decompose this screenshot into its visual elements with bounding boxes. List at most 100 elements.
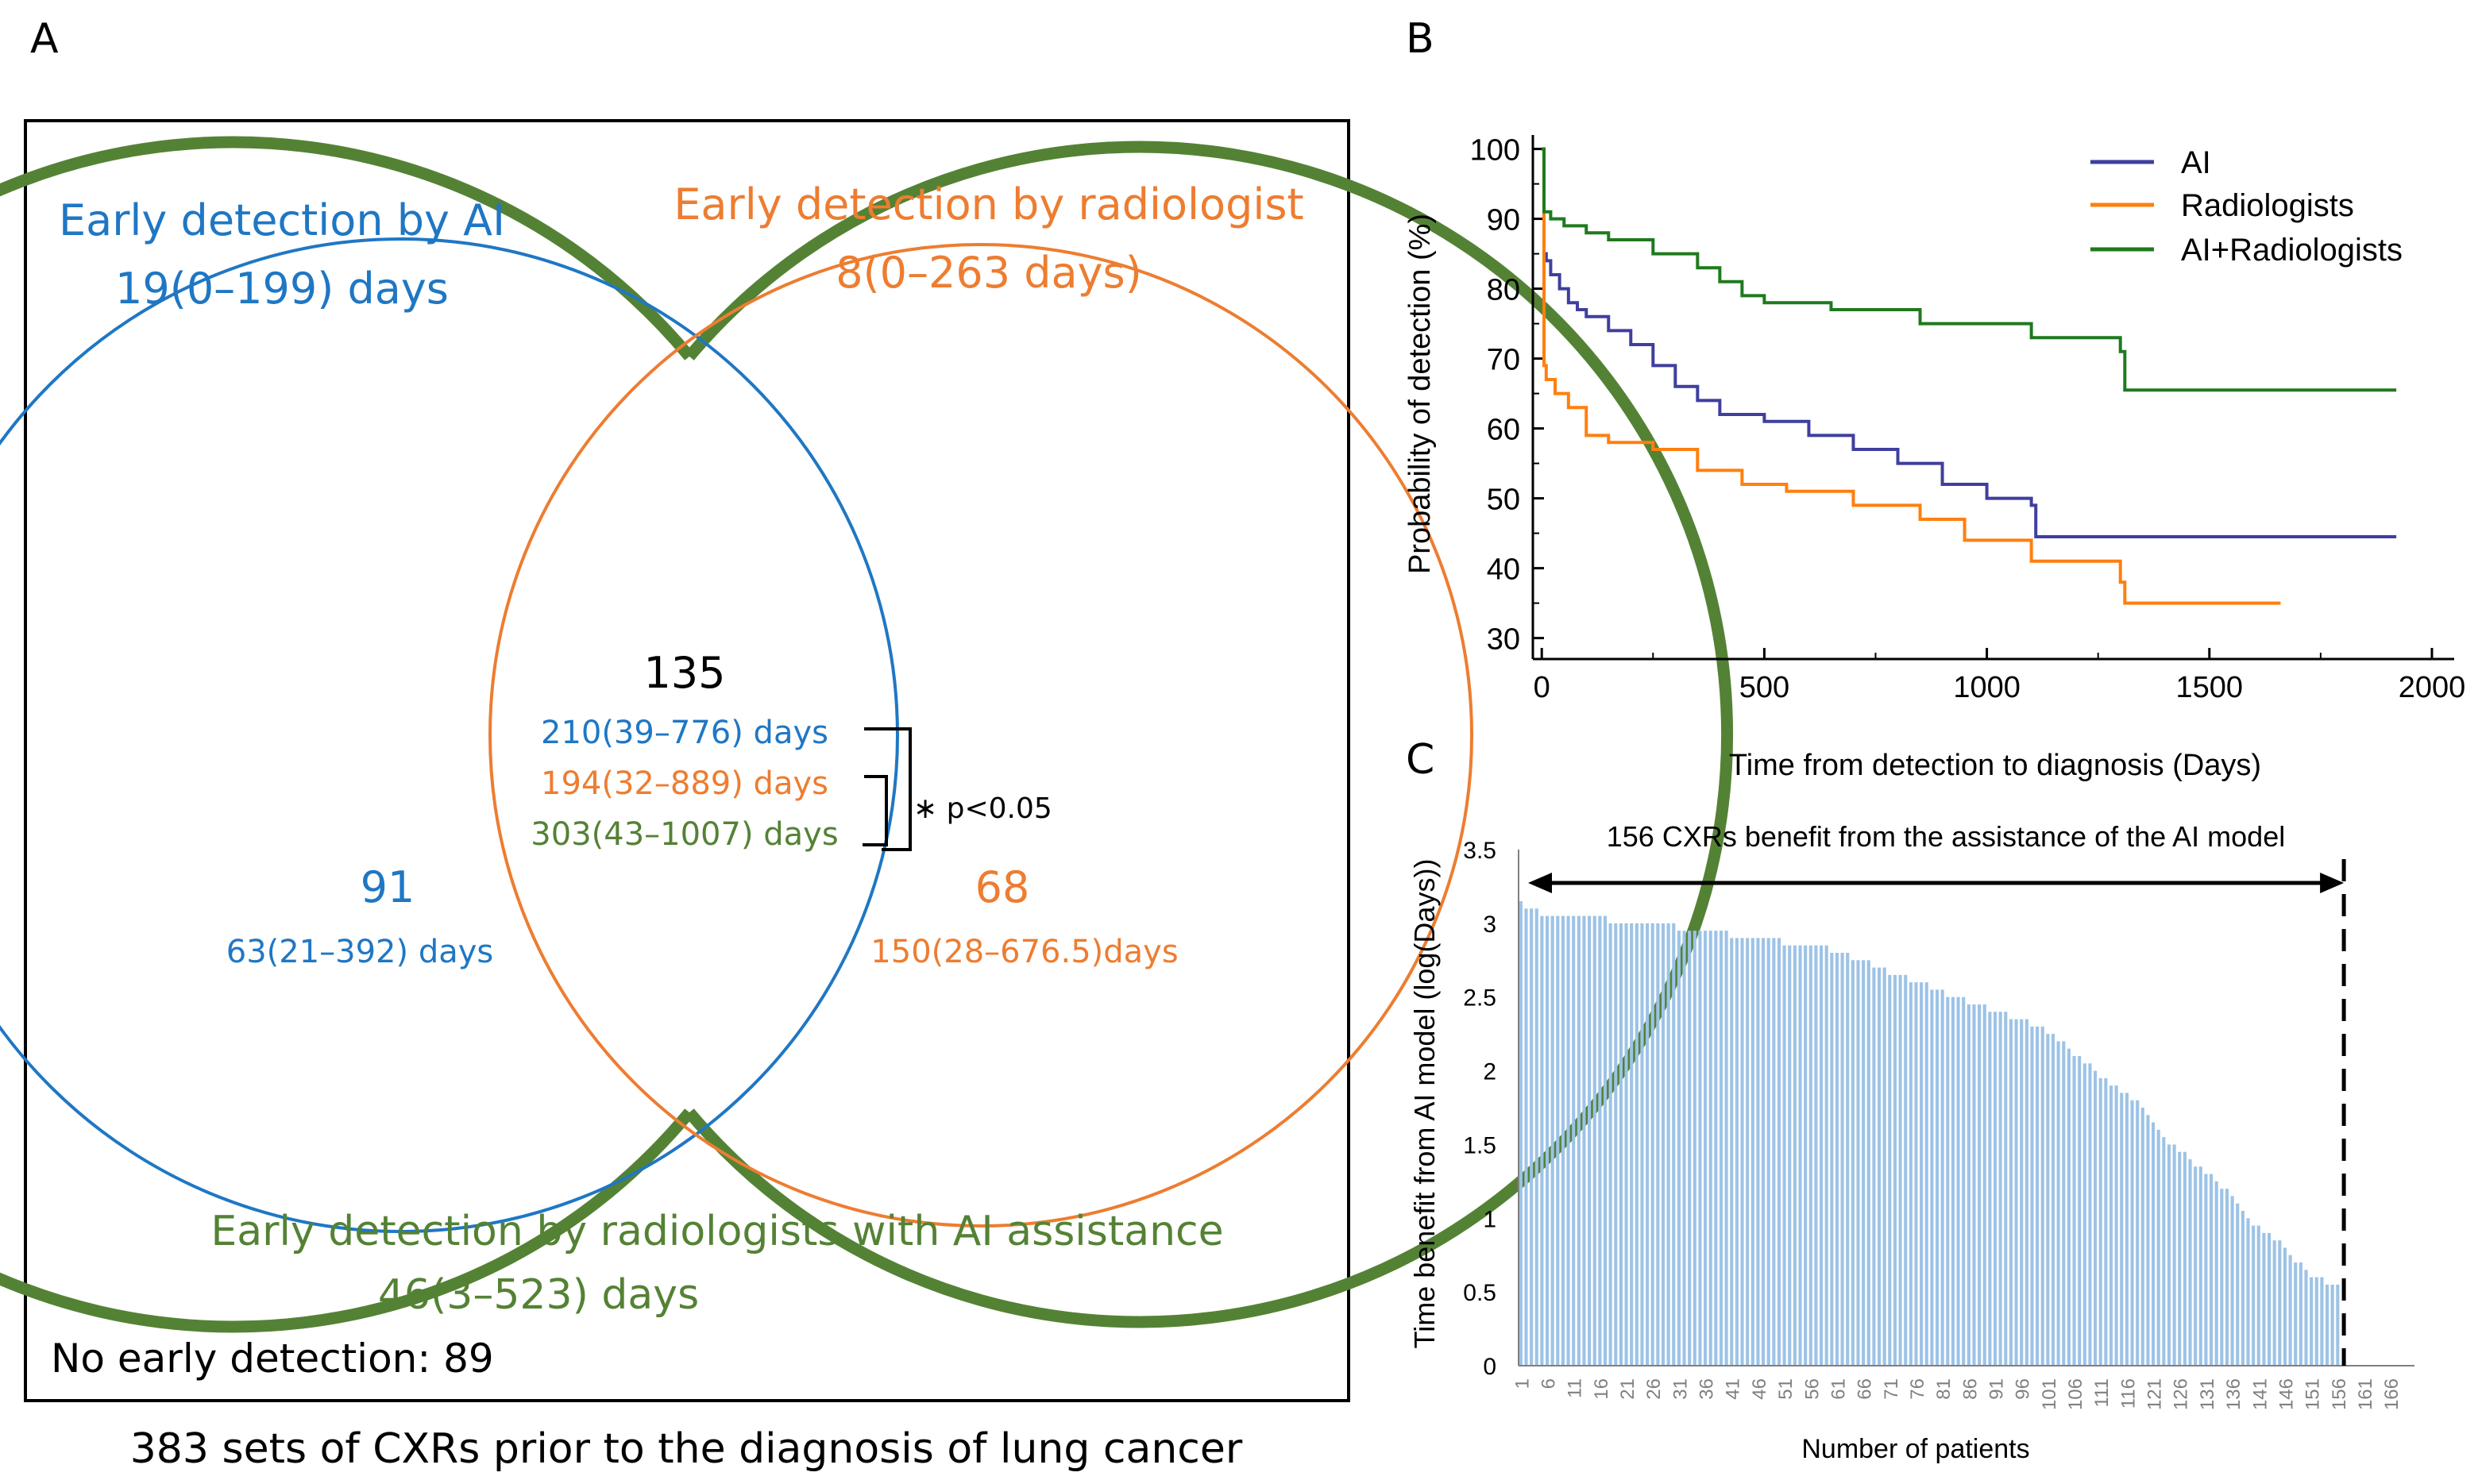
bar-x-tick-label: 141 (2249, 1378, 2271, 1410)
legend-label-ai: AI (2181, 145, 2211, 180)
venn-caption: 383 sets of CXRs prior to the diagnosis … (130, 1425, 1243, 1473)
benefit-bar (2330, 1284, 2334, 1366)
benefit-bar (1688, 931, 1692, 1366)
arrowhead-left-icon (1528, 873, 1552, 893)
km-y-axis-title: Probability of detection (%) (1403, 214, 1437, 574)
bar-x-tick-label: 81 (1933, 1378, 1955, 1400)
bar-x-tick-label: 116 (2117, 1378, 2139, 1409)
benefit-bar (2314, 1277, 2318, 1366)
benefit-bar (2051, 1034, 2055, 1366)
benefit-bar (2230, 1196, 2234, 1366)
bar-x-tick-label: 121 (2144, 1378, 2166, 1410)
benefit-bar (2162, 1137, 2166, 1366)
km-curve-ai (1542, 147, 2397, 538)
km-x-tick-label: 2000 (2399, 671, 2466, 704)
bar-x-tick-label: 66 (1855, 1378, 1876, 1400)
km-y-tick-label: 60 (1487, 414, 1520, 447)
benefit-bar (1962, 996, 1966, 1366)
benefit-bar (1762, 938, 1766, 1366)
benefit-bar (1646, 923, 1650, 1366)
bar-x-tick-label: 1 (1511, 1378, 1533, 1389)
benefit-bar (1608, 923, 1612, 1366)
km-y-tick-label: 40 (1487, 553, 1520, 587)
benefit-bar (1714, 931, 1718, 1366)
benefit-bar (2125, 1093, 2129, 1366)
combo-outline (0, 136, 1734, 1333)
benefit-bar (1666, 923, 1670, 1366)
bar-x-tick-label: 156 (2329, 1378, 2350, 1410)
benefit-bar (2272, 1240, 2276, 1366)
benefit-bar (1804, 945, 1808, 1366)
legend-label-radiologists: Radiologists (2181, 188, 2354, 223)
benefit-bar (1524, 908, 1528, 1366)
benefit-bar (1877, 967, 1882, 1366)
benefit-bar (2156, 1129, 2160, 1366)
bar-x-tick-label: 101 (2039, 1378, 2060, 1410)
benefit-bar (1951, 996, 1955, 1366)
bar-x-tick-label: 86 (1959, 1378, 1981, 1400)
bar-x-tick-label: 16 (1591, 1378, 1612, 1400)
benefit-bar (2114, 1085, 2118, 1366)
benefit-bar (1978, 1004, 1982, 1366)
benefit-bar (2009, 1019, 2013, 1366)
bar-x-tick-label: 6 (1538, 1378, 1559, 1389)
bar-y-tick-label: 3.5 (1463, 838, 1496, 864)
benefit-bar (1577, 915, 1581, 1366)
benefit-bar (1946, 996, 1950, 1366)
benefit-bar (2198, 1166, 2202, 1366)
bar-x-tick-label: 46 (1749, 1378, 1770, 1400)
benefit-bar (1561, 915, 1565, 1366)
benefit-bar (1882, 967, 1886, 1366)
benefit-bar (2204, 1174, 2208, 1366)
benefit-bar (2014, 1019, 2018, 1366)
benefit-bar (1846, 953, 1850, 1366)
benefit-bar (1993, 1012, 1997, 1366)
bar-x-tick-label: 11 (1565, 1378, 1586, 1398)
benefit-bar (1650, 923, 1654, 1366)
benefit-bar (1735, 938, 1739, 1366)
benefit-bar (1935, 989, 1940, 1366)
benefit-bar (2072, 1056, 2076, 1366)
radiologist-only-count: 68 (975, 862, 1030, 912)
benefit-bar (1766, 938, 1770, 1366)
benefit-bar (2030, 1026, 2034, 1366)
benefit-bar (1798, 945, 1802, 1366)
benefit-bar (2288, 1255, 2292, 1366)
benefit-bar (2109, 1085, 2113, 1366)
significance-label: ∗ p<0.05 (913, 792, 1052, 825)
benefit-bar (1530, 908, 1534, 1366)
panel-label-b: B (1406, 15, 1434, 63)
benefit-bar (2140, 1108, 2144, 1366)
bar-x-tick-label: 31 (1669, 1378, 1691, 1400)
benefit-bar (1624, 923, 1628, 1366)
benefit-bar (1866, 960, 1870, 1366)
benefit-bar (1682, 931, 1686, 1366)
bar-x-tick-label: 41 (1723, 1378, 1744, 1400)
benefit-bar (2178, 1151, 2182, 1366)
benefit-bar (1756, 938, 1760, 1366)
venn-frame (24, 119, 1350, 1402)
benefit-bar (2304, 1270, 2308, 1366)
benefit-bar (1835, 953, 1839, 1366)
benefit-bar (2036, 1026, 2040, 1366)
benefit-bar (1814, 945, 1818, 1366)
benefit-bar (1566, 915, 1570, 1366)
benefit-bar (1808, 945, 1812, 1366)
bar-x-tick-label: 111 (2091, 1378, 2113, 1407)
benefit-bar (1614, 923, 1618, 1366)
no-detection-label: No early detection: 89 (51, 1336, 494, 1382)
benefit-bar (1750, 938, 1754, 1366)
bar-x-tick-label: 91 (1986, 1378, 2007, 1400)
bar-y-tick-label: 0.5 (1463, 1280, 1496, 1306)
benefit-bar (1856, 960, 1860, 1366)
km-x-axis-title: Time from detection to diagnosis (Days) (1729, 749, 2261, 782)
bar-x-tick-label: 161 (2355, 1378, 2376, 1410)
benefit-bar (2046, 1034, 2050, 1366)
ai-only-days: 63(21–392) days (226, 934, 493, 970)
benefit-bar (2246, 1218, 2250, 1366)
benefit-bar (1661, 923, 1666, 1366)
benefit-bar (2220, 1189, 2224, 1366)
benefit-bar (1746, 938, 1750, 1366)
benefit-bar (1719, 931, 1723, 1366)
benefit-bar (2088, 1063, 2092, 1366)
